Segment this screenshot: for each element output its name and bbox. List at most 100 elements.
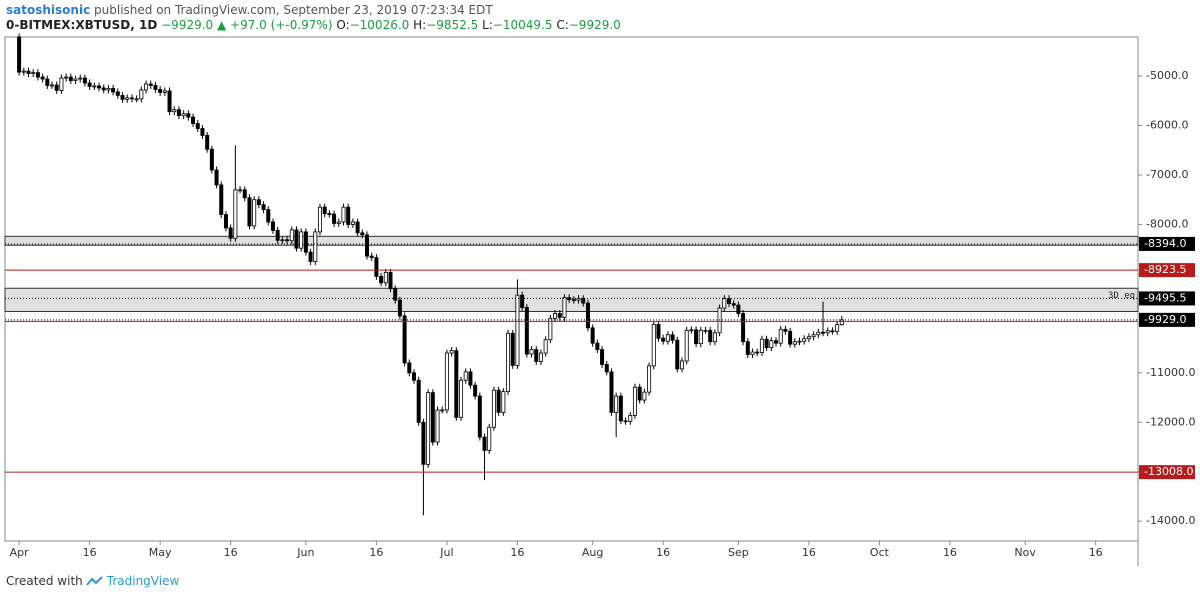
o: −10026.0 <box>349 18 410 32</box>
candle-body <box>247 197 252 227</box>
candle-body <box>120 94 125 100</box>
candle-body <box>412 372 417 381</box>
candle-body <box>327 213 332 215</box>
candle-body <box>562 297 567 318</box>
candle-body <box>383 272 388 284</box>
candle-body <box>491 389 496 428</box>
candle-body <box>759 338 764 353</box>
candle-body <box>538 352 543 362</box>
candle-body <box>581 298 586 304</box>
candle-body <box>360 232 365 236</box>
candle-body <box>811 334 816 338</box>
h: −9852.5 <box>426 18 479 32</box>
candle-body <box>78 77 83 80</box>
candle-body <box>506 332 511 393</box>
candle-body <box>59 77 64 91</box>
candle-body <box>637 386 642 401</box>
l: −10049.5 <box>492 18 553 32</box>
candle-body <box>176 109 181 117</box>
candle-body <box>17 36 22 73</box>
candle-body <box>722 298 727 309</box>
candle-body <box>788 330 793 345</box>
candle-body <box>515 294 520 366</box>
level-tag <box>1139 465 1195 480</box>
candle-body <box>266 209 271 223</box>
candle-body <box>604 364 609 373</box>
candle-body <box>129 97 134 100</box>
candle-body <box>430 392 435 443</box>
x-tick-label: Nov <box>1014 546 1036 559</box>
candle-body <box>543 339 548 354</box>
x-tick-label: Jun <box>296 546 314 559</box>
candle-body <box>336 221 341 224</box>
candle-body <box>656 323 661 339</box>
publish-line: satoshisonic published on TradingView.co… <box>6 3 493 17</box>
candle-body <box>661 337 666 342</box>
candle-body <box>341 206 346 223</box>
candle-body <box>101 87 106 91</box>
footer: Created with TradingView <box>6 574 179 588</box>
candle-body <box>214 169 219 186</box>
o-label: O: <box>336 18 350 32</box>
candle-body <box>520 294 525 308</box>
candle-body <box>45 78 50 86</box>
author[interactable]: satoshisonic <box>6 3 91 17</box>
candle-body <box>482 436 487 451</box>
candle-body <box>355 221 360 234</box>
level-label: -9929.0 <box>1144 313 1186 326</box>
candle-body <box>256 199 261 206</box>
candle-body <box>684 329 689 362</box>
candle-body <box>139 89 144 100</box>
candle-body <box>261 204 266 211</box>
candle-body <box>172 109 177 113</box>
y-tick-label: -6000.0 <box>1146 119 1188 132</box>
candle-body <box>299 231 304 249</box>
candle-body <box>769 340 774 349</box>
zone <box>4 287 1139 313</box>
x-tick-label: May <box>149 546 172 559</box>
candle-body <box>792 341 797 345</box>
logo <box>85 576 103 586</box>
candle-body <box>167 90 172 113</box>
level-tag <box>1139 236 1195 251</box>
candle-body <box>322 206 327 214</box>
candle-body <box>835 324 840 332</box>
candle-body <box>459 379 464 418</box>
candle-body <box>571 299 576 302</box>
candle-body <box>647 365 652 393</box>
candle-body <box>50 84 55 87</box>
x-tick-label: 16 <box>802 546 816 559</box>
candle-body <box>200 128 205 136</box>
candle-body <box>209 148 214 171</box>
candle-body <box>87 82 92 87</box>
level-label: -8923.5 <box>1144 263 1186 276</box>
candle-body <box>736 304 741 314</box>
candle-body <box>223 214 228 229</box>
candle-body <box>294 229 299 249</box>
x-tick-label: 16 <box>83 546 97 559</box>
candle-body <box>191 116 196 124</box>
candle-body <box>238 189 243 192</box>
candle-body <box>534 349 539 362</box>
candle-body <box>830 330 835 333</box>
candle-body <box>379 275 384 284</box>
candle-body <box>106 88 111 91</box>
created-with: Created with <box>6 574 83 588</box>
candle-body <box>806 336 811 340</box>
y-tick-label: -8000.0 <box>1146 217 1188 230</box>
candle-body <box>548 318 553 341</box>
candle-body <box>397 299 402 317</box>
candle-body <box>618 395 623 422</box>
brand[interactable]: TradingView <box>106 574 180 588</box>
candle-body <box>764 338 769 349</box>
candle-body <box>614 395 619 413</box>
candle-body <box>111 88 116 93</box>
candle-body <box>280 239 285 242</box>
candle-body <box>609 371 614 413</box>
candle-body <box>694 329 699 345</box>
candle-body <box>40 76 45 80</box>
candle-body <box>510 332 515 366</box>
candle-body <box>252 199 257 227</box>
candle-body <box>553 313 558 319</box>
candle-body <box>665 334 670 342</box>
